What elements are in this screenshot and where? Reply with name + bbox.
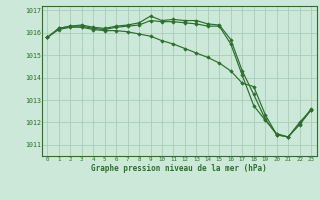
X-axis label: Graphe pression niveau de la mer (hPa): Graphe pression niveau de la mer (hPa): [91, 164, 267, 173]
